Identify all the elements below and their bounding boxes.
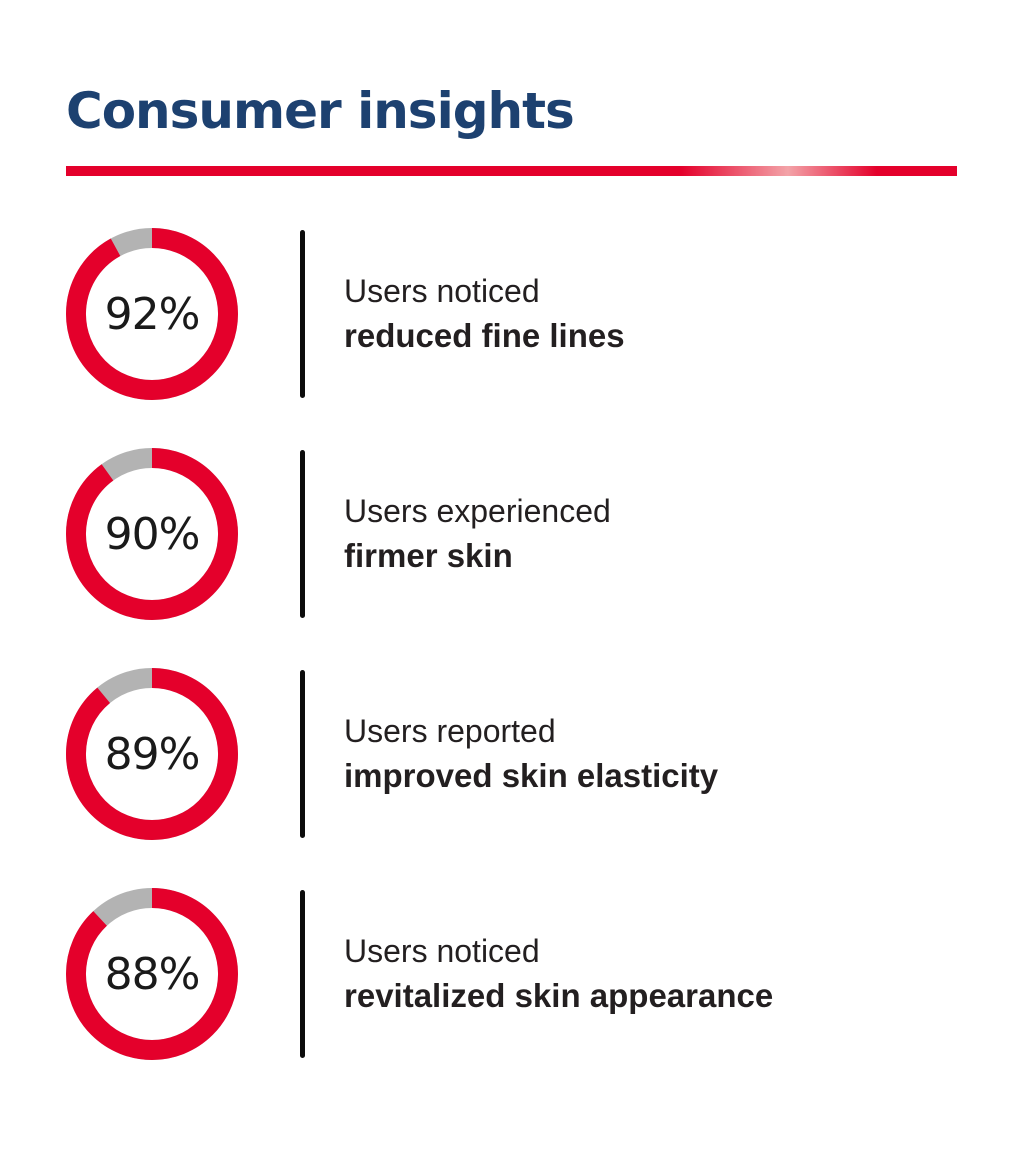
- percent-label: 90%: [104, 508, 201, 560]
- caption-line1: Users experienced: [344, 492, 611, 529]
- insight-row-firmer-skin: 90% Users experienced firmer skin: [66, 448, 966, 620]
- caption-line1: Users reported: [344, 712, 556, 749]
- vertical-divider: [300, 890, 305, 1058]
- page-title: Consumer insights: [66, 82, 575, 140]
- caption-line2: improved skin elasticity: [344, 757, 719, 795]
- caption-line1: Users noticed: [344, 272, 540, 309]
- ring-value-arc: [66, 448, 238, 620]
- donut-ring-svg: [66, 888, 238, 1060]
- caption-line1: Users noticed: [344, 932, 540, 969]
- insight-caption: Users noticed reduced fine lines: [344, 269, 625, 360]
- insight-caption: Users experienced firmer skin: [344, 489, 611, 580]
- insight-row-improved-skin-elasticity: 89% Users reported improved skin elastic…: [66, 668, 966, 840]
- insight-row-reduced-fine-lines: 92% Users noticed reduced fine lines: [66, 228, 966, 400]
- caption-line2: reduced fine lines: [344, 317, 625, 355]
- donut-ring-svg: [66, 668, 238, 840]
- donut-chart-92-percent: 92%: [66, 228, 238, 400]
- donut-ring-svg: [66, 448, 238, 620]
- vertical-divider: [300, 230, 305, 398]
- caption-line2: revitalized skin appearance: [344, 977, 774, 1015]
- vertical-divider: [300, 450, 305, 618]
- donut-chart-88-percent: 88%: [66, 888, 238, 1060]
- ring-value-arc: [66, 668, 238, 840]
- title-underline-rule: [66, 166, 957, 176]
- donut-chart-89-percent: 89%: [66, 668, 238, 840]
- percent-label: 88%: [104, 948, 201, 1000]
- percent-label: 92%: [104, 288, 201, 340]
- caption-line2: firmer skin: [344, 537, 513, 575]
- insight-rows: 92% Users noticed reduced fine lines 90%…: [66, 228, 966, 1108]
- donut-ring-svg: [66, 228, 238, 400]
- vertical-divider: [300, 670, 305, 838]
- percent-label: 89%: [104, 728, 201, 780]
- insight-row-revitalized-skin-appearance: 88% Users noticed revitalized skin appea…: [66, 888, 966, 1060]
- ring-value-arc: [66, 228, 238, 400]
- ring-value-arc: [66, 888, 238, 1060]
- donut-chart-90-percent: 90%: [66, 448, 238, 620]
- insight-caption: Users reported improved skin elasticity: [344, 709, 718, 800]
- insight-caption: Users noticed revitalized skin appearanc…: [344, 929, 773, 1020]
